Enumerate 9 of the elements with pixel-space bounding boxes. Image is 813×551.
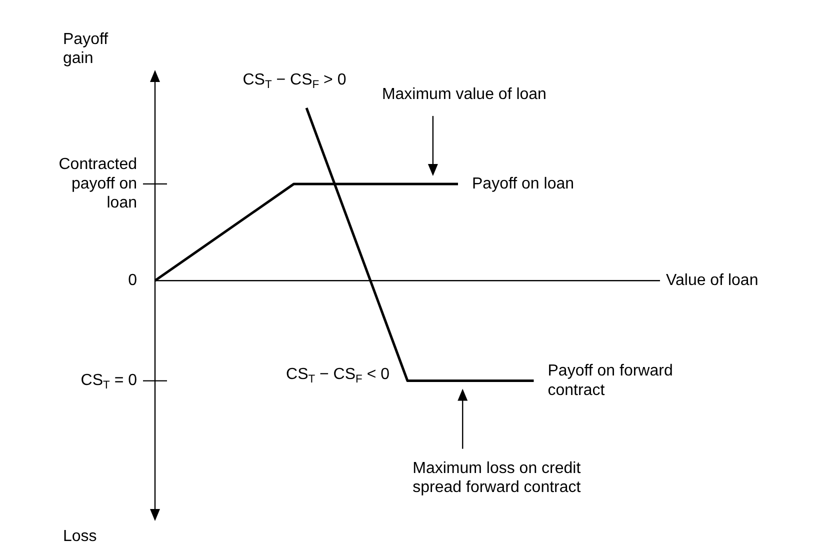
series-label: Payoff on loan [472, 175, 574, 192]
x-axis-title: Value of loan [666, 272, 758, 290]
series-label: Payoff on forward contract [548, 362, 673, 399]
text: Loss [63, 528, 97, 546]
text: Maximum value of loan [382, 86, 546, 103]
y-axis-title: Payoff gain [63, 31, 109, 68]
text: 0 [128, 272, 138, 290]
text: Maximum loss on credit spread forward contract [412, 460, 582, 496]
text: Contracted payoff on loan [58, 156, 138, 212]
